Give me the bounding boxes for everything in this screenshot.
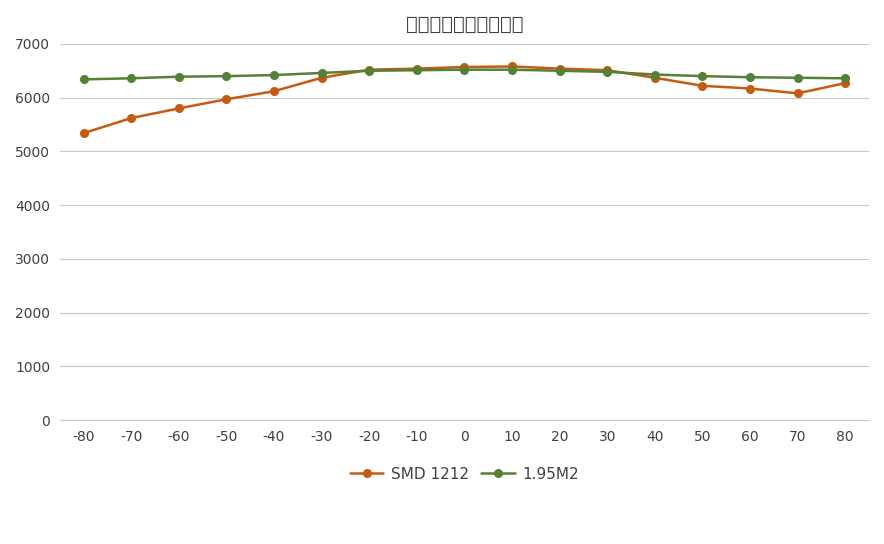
SMD 1212 [792, 90, 803, 97]
SMD 1212 [507, 63, 517, 70]
SMD 1212 [221, 96, 232, 102]
1.95M2 [507, 66, 517, 73]
SMD 1212 [173, 105, 184, 112]
1.95M2 [316, 70, 327, 76]
SMD 1212 [744, 85, 755, 92]
1.95M2 [173, 73, 184, 80]
Legend: SMD 1212, 1.95M2: SMD 1212, 1.95M2 [344, 461, 585, 488]
1.95M2 [744, 74, 755, 81]
SMD 1212 [602, 67, 613, 73]
SMD 1212 [554, 65, 565, 72]
1.95M2 [840, 75, 850, 82]
Line: SMD 1212: SMD 1212 [80, 63, 849, 137]
1.95M2 [269, 72, 279, 78]
SMD 1212 [316, 75, 327, 81]
1.95M2 [364, 67, 375, 74]
1.95M2 [221, 73, 232, 79]
Line: 1.95M2: 1.95M2 [80, 66, 849, 83]
SMD 1212 [459, 64, 469, 70]
SMD 1212 [840, 80, 850, 86]
SMD 1212 [650, 75, 660, 81]
1.95M2 [792, 75, 803, 81]
1.95M2 [554, 67, 565, 74]
1.95M2 [126, 75, 136, 82]
SMD 1212 [412, 65, 423, 72]
SMD 1212 [697, 83, 708, 89]
1.95M2 [650, 71, 660, 78]
SMD 1212 [79, 130, 89, 137]
SMD 1212 [364, 66, 375, 73]
1.95M2 [602, 69, 613, 75]
Title: 水平视角下的色温变化: 水平视角下的色温变化 [406, 15, 523, 34]
SMD 1212 [269, 88, 279, 95]
1.95M2 [697, 73, 708, 79]
1.95M2 [459, 66, 469, 73]
1.95M2 [412, 67, 423, 73]
1.95M2 [79, 76, 89, 83]
SMD 1212 [126, 115, 136, 121]
